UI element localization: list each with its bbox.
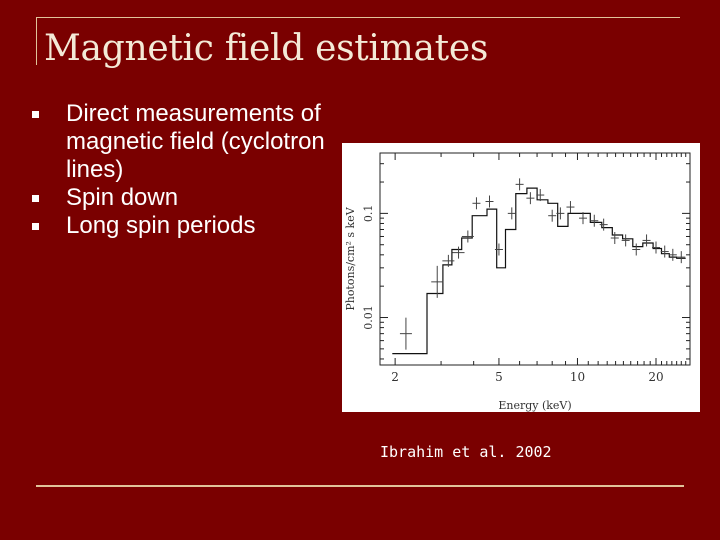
x-axis-label: Energy (keV) (498, 399, 571, 412)
data-point (536, 189, 545, 202)
data-point (494, 243, 503, 256)
data-point (399, 317, 412, 350)
bullet-list: Direct measurements of magnetic field (c… (30, 100, 360, 240)
data-point (668, 248, 677, 261)
data-point (548, 209, 557, 222)
x-tick-label: 10 (570, 370, 585, 384)
footer-rule (36, 485, 684, 487)
data-point (677, 251, 686, 264)
square-bullet-icon (32, 195, 39, 202)
figure-caption: Ibrahim et al. 2002 (380, 443, 552, 461)
data-point (632, 243, 641, 256)
bullet-item: Direct measurements of magnetic field (c… (30, 100, 360, 184)
bullet-text: Long spin periods (66, 212, 256, 239)
spectrum-chart: 2 5 10 20 0.01 0.1 Photons/cm² s keV Energy (… (344, 152, 691, 412)
data-point (507, 207, 516, 220)
data-point (526, 192, 535, 205)
data-point (515, 178, 524, 191)
data-point (578, 212, 587, 225)
data-point (461, 230, 474, 243)
x-tick-label: 20 (648, 370, 663, 384)
slide-title: Magnetic field estimates (44, 28, 488, 69)
square-bullet-icon (32, 223, 39, 230)
data-point (642, 234, 651, 247)
data-point (590, 214, 599, 227)
data-point (556, 207, 565, 220)
data-point (566, 201, 575, 214)
data-point (452, 246, 465, 259)
y-tick-label: 0.1 (362, 205, 375, 223)
data-point (599, 218, 608, 231)
y-axis-label: Photons/cm² s keV (344, 206, 357, 310)
model-step-line (392, 187, 686, 355)
data-point (621, 234, 630, 247)
x-tick-label: 5 (495, 370, 503, 384)
title-top-rule (36, 17, 680, 18)
y-tick-label: 0.01 (362, 305, 375, 330)
bullet-text: Spin down (66, 184, 179, 211)
title-left-rule (36, 17, 37, 65)
data-point (485, 195, 494, 208)
bullet-item: Long spin periods (30, 212, 360, 240)
data-point (431, 265, 444, 298)
x-tick-label: 2 (391, 370, 399, 384)
data-point (660, 245, 669, 258)
data-point (610, 232, 619, 245)
data-point (442, 254, 455, 267)
square-bullet-icon (32, 111, 39, 118)
spectrum-figure: 2 5 10 20 0.01 0.1 Photons/cm² s keV Energy (… (342, 143, 700, 412)
plot-frame (379, 152, 691, 366)
data-point (651, 241, 660, 254)
bullet-text: Direct measurements of magnetic field (c… (66, 100, 325, 183)
bullet-item: Spin down (30, 184, 360, 212)
data-point (472, 197, 481, 210)
